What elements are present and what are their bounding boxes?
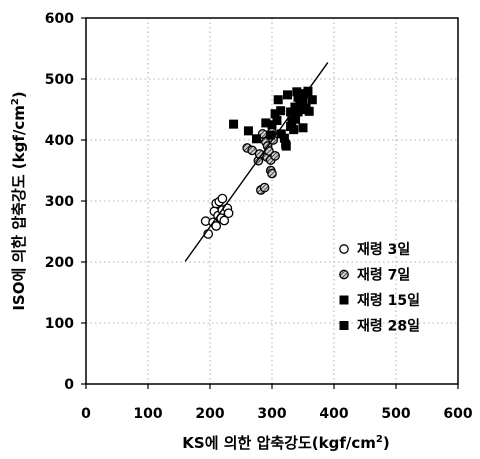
y-tick-label: 500 bbox=[45, 72, 74, 88]
data-point bbox=[292, 87, 302, 97]
y-tick-label: 0 bbox=[64, 377, 74, 393]
data-point bbox=[252, 134, 261, 144]
series-2 bbox=[242, 127, 280, 195]
legend-marker bbox=[339, 295, 349, 305]
legend-label: 재령 28일 bbox=[357, 319, 420, 335]
data-point bbox=[276, 106, 286, 116]
data-point bbox=[266, 130, 276, 140]
data-point bbox=[270, 151, 280, 161]
legend-marker bbox=[339, 321, 349, 330]
data-point bbox=[283, 90, 292, 100]
data-point bbox=[286, 122, 296, 132]
x-tick-label: 100 bbox=[133, 406, 162, 422]
y-tick-label: 100 bbox=[45, 316, 74, 332]
y-tick-label: 600 bbox=[45, 11, 74, 27]
data-point bbox=[298, 123, 308, 133]
axis-ticks: 0 100 200 300 400 500 600 0 100 200 300 400 500 600 bbox=[45, 11, 473, 422]
x-tick-label: 500 bbox=[381, 406, 410, 422]
data-point bbox=[304, 106, 314, 116]
data-point bbox=[270, 109, 280, 119]
data-point bbox=[292, 103, 302, 113]
data-point bbox=[219, 215, 230, 226]
data-point bbox=[217, 193, 228, 204]
legend-marker bbox=[339, 269, 349, 280]
data-point bbox=[293, 92, 303, 102]
data-point bbox=[211, 221, 222, 231]
x-tick-label: 0 bbox=[81, 406, 91, 422]
x-tick-label: 200 bbox=[195, 406, 224, 422]
legend-marker bbox=[339, 244, 349, 254]
y-tick-label: 400 bbox=[45, 133, 74, 149]
x-tick-label: 400 bbox=[319, 406, 348, 422]
x-tick-label: 300 bbox=[257, 406, 286, 422]
data-point bbox=[261, 118, 271, 128]
x-tick-label: 600 bbox=[443, 406, 472, 422]
data-point bbox=[272, 115, 282, 125]
data-point bbox=[267, 120, 277, 130]
data-point bbox=[223, 208, 234, 219]
data-point bbox=[286, 107, 296, 117]
data-point bbox=[307, 95, 317, 105]
data-point bbox=[281, 139, 291, 149]
legend-label: 재령 7일 bbox=[357, 268, 410, 284]
data-point bbox=[276, 129, 286, 139]
data-point bbox=[273, 95, 283, 105]
data-point bbox=[247, 145, 258, 156]
legend-label: 재령 15일 bbox=[357, 293, 420, 309]
regression-line bbox=[184, 62, 329, 262]
x-axis-title: KS에 의한 압축강도(kgf/cm2) bbox=[182, 434, 389, 452]
series-4 bbox=[229, 86, 317, 149]
y-axis-title: ISO에 의한 압축강도 (kgf/cm2) bbox=[10, 91, 28, 310]
data-point bbox=[243, 126, 253, 136]
data-point bbox=[298, 97, 308, 107]
y-tick-label: 200 bbox=[45, 255, 74, 271]
data-point bbox=[267, 168, 277, 179]
data-point bbox=[291, 114, 301, 124]
y-tick-label: 300 bbox=[45, 194, 74, 210]
data-point bbox=[229, 119, 239, 129]
legend-label: 재령 3일 bbox=[357, 242, 410, 258]
data-point bbox=[259, 182, 270, 193]
